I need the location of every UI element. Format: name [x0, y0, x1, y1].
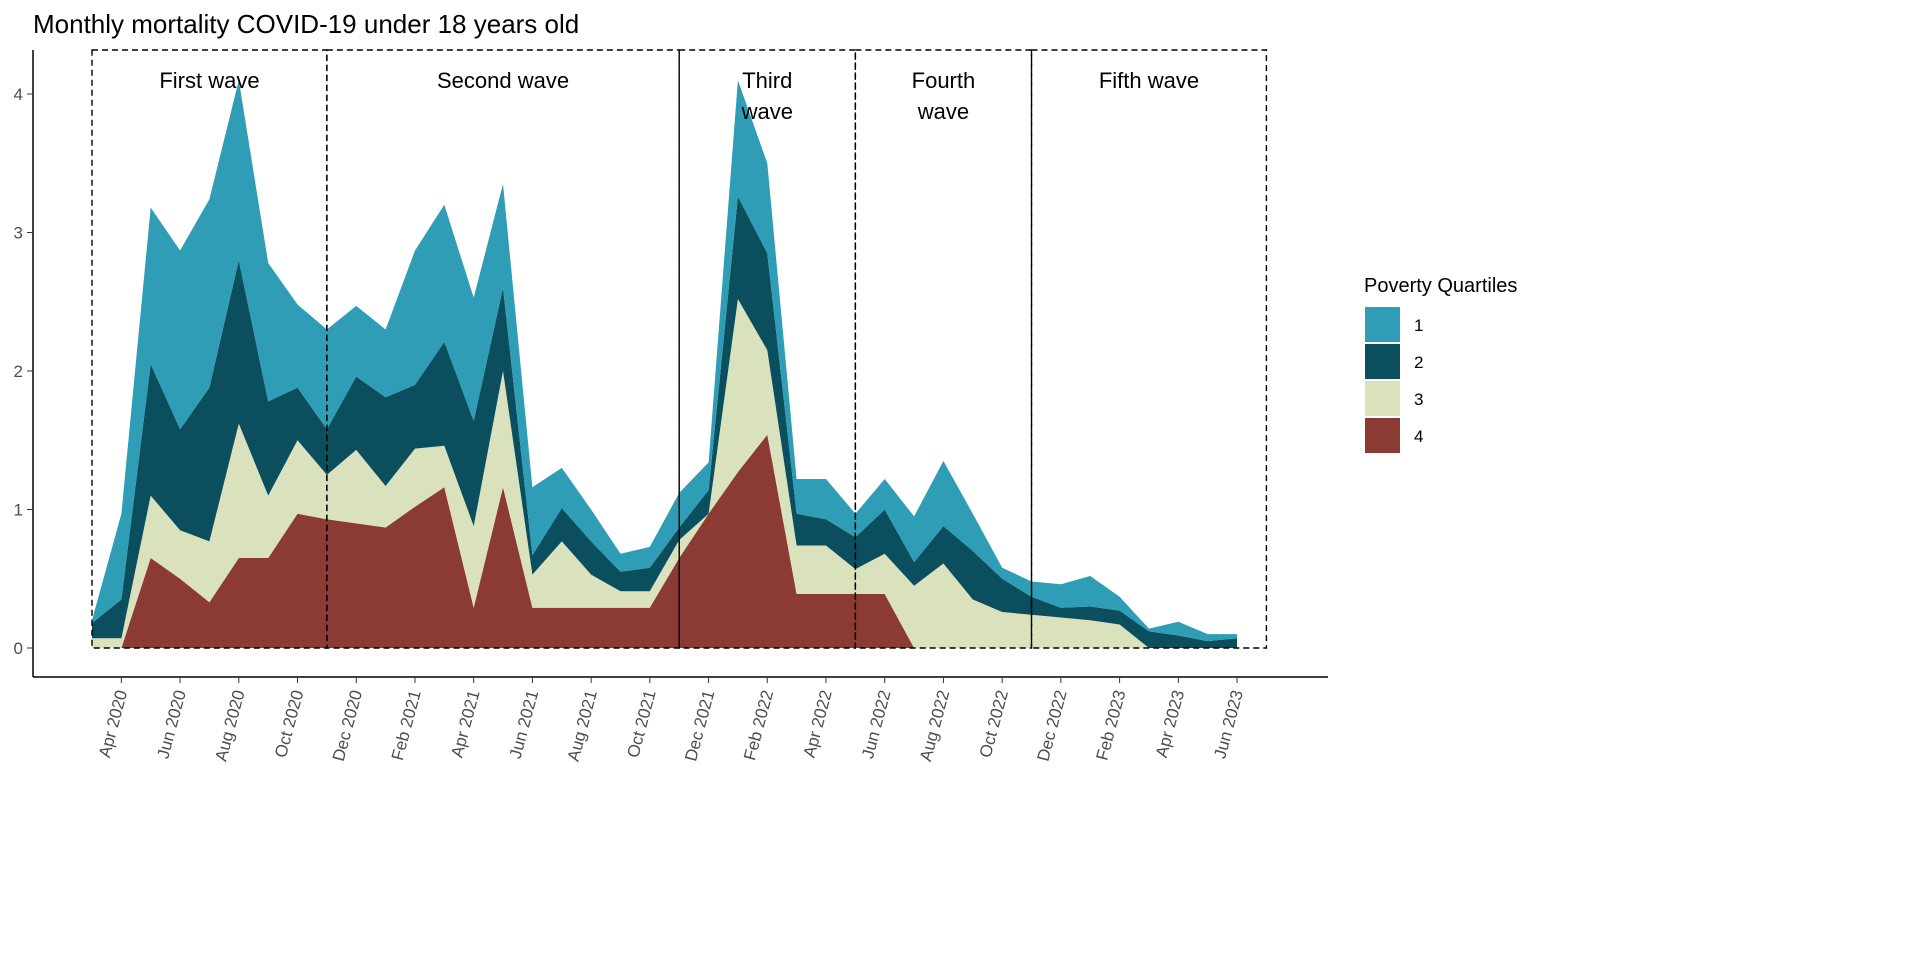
area-quartile-3 [92, 299, 1237, 648]
y-tick-label: 3 [14, 224, 23, 243]
x-tick-label: Jun 2020 [153, 688, 189, 760]
legend-label-4: 4 [1414, 427, 1423, 446]
x-tick-label: Feb 2021 [388, 688, 425, 762]
y-tick-label: 4 [14, 85, 23, 104]
wave-box-5 [1030, 49, 1268, 649]
wave-label-5: Fifth wave [1099, 68, 1199, 93]
x-tick-label: Jun 2022 [858, 688, 894, 760]
x-tick-label: Apr 2023 [1152, 688, 1188, 760]
x-tick-label: Dec 2020 [329, 688, 366, 763]
wave-label-3: Third [742, 68, 792, 93]
x-tick-label: Feb 2022 [740, 688, 777, 762]
legend-label-1: 1 [1414, 316, 1423, 335]
wave-annotations: First wave Second wave Third wave Fourth wave… [91, 49, 1268, 649]
legend-title: Poverty Quartiles [1364, 275, 1517, 297]
chart-title: Monthly mortality COVID-19 under 18 year… [33, 9, 579, 39]
legend-key-4 [1365, 418, 1400, 453]
area-quartile-2 [92, 196, 1237, 648]
y-tick-label: 2 [14, 362, 23, 381]
wave-box-4 [854, 49, 1033, 649]
x-tick-label: Apr 2020 [95, 688, 131, 760]
wave-label-1: First wave [159, 68, 259, 93]
wave-label-3: wave [741, 99, 793, 124]
x-tick-label: Apr 2021 [447, 688, 483, 760]
x-tick-label: Feb 2023 [1093, 688, 1130, 762]
legend: Poverty Quartiles 1 2 3 4 [1364, 275, 1517, 453]
x-tick-label: Oct 2020 [271, 688, 307, 760]
y-tick-label: 1 [14, 501, 23, 520]
x-tick-label: Apr 2022 [800, 688, 836, 760]
legend-label-2: 2 [1414, 353, 1423, 372]
legend-key-1 [1365, 307, 1400, 342]
area-quartile-4 [92, 434, 1237, 648]
wave-box-3 [678, 49, 857, 649]
x-tick-label: Jun 2021 [506, 688, 542, 760]
area-quartile-1 [92, 80, 1237, 642]
x-tick-label: Dec 2021 [681, 688, 718, 763]
x-axis: Apr 2020 Jun 2020 Aug 2020 Oct 2020 Dec 2020… [95, 677, 1247, 763]
x-tick-label: Oct 2022 [976, 688, 1012, 760]
x-tick-label: Dec 2022 [1034, 688, 1071, 763]
y-axis: 0 1 2 3 4 [14, 85, 33, 658]
legend-label-3: 3 [1414, 390, 1423, 409]
plot-areas [92, 80, 1237, 648]
x-tick-label: Aug 2020 [211, 688, 248, 763]
y-tick-label: 0 [14, 639, 23, 658]
wave-box-2 [326, 49, 680, 649]
legend-key-3 [1365, 381, 1400, 416]
wave-label-4: Fourth [912, 68, 976, 93]
x-tick-label: Oct 2021 [623, 688, 659, 760]
wave-label-4: wave [917, 99, 969, 124]
wave-label-2: Second wave [437, 68, 569, 93]
legend-key-2 [1365, 344, 1400, 379]
x-tick-label: Jun 2023 [1210, 688, 1246, 760]
x-tick-label: Aug 2021 [564, 688, 601, 763]
x-tick-label: Aug 2022 [916, 688, 953, 763]
